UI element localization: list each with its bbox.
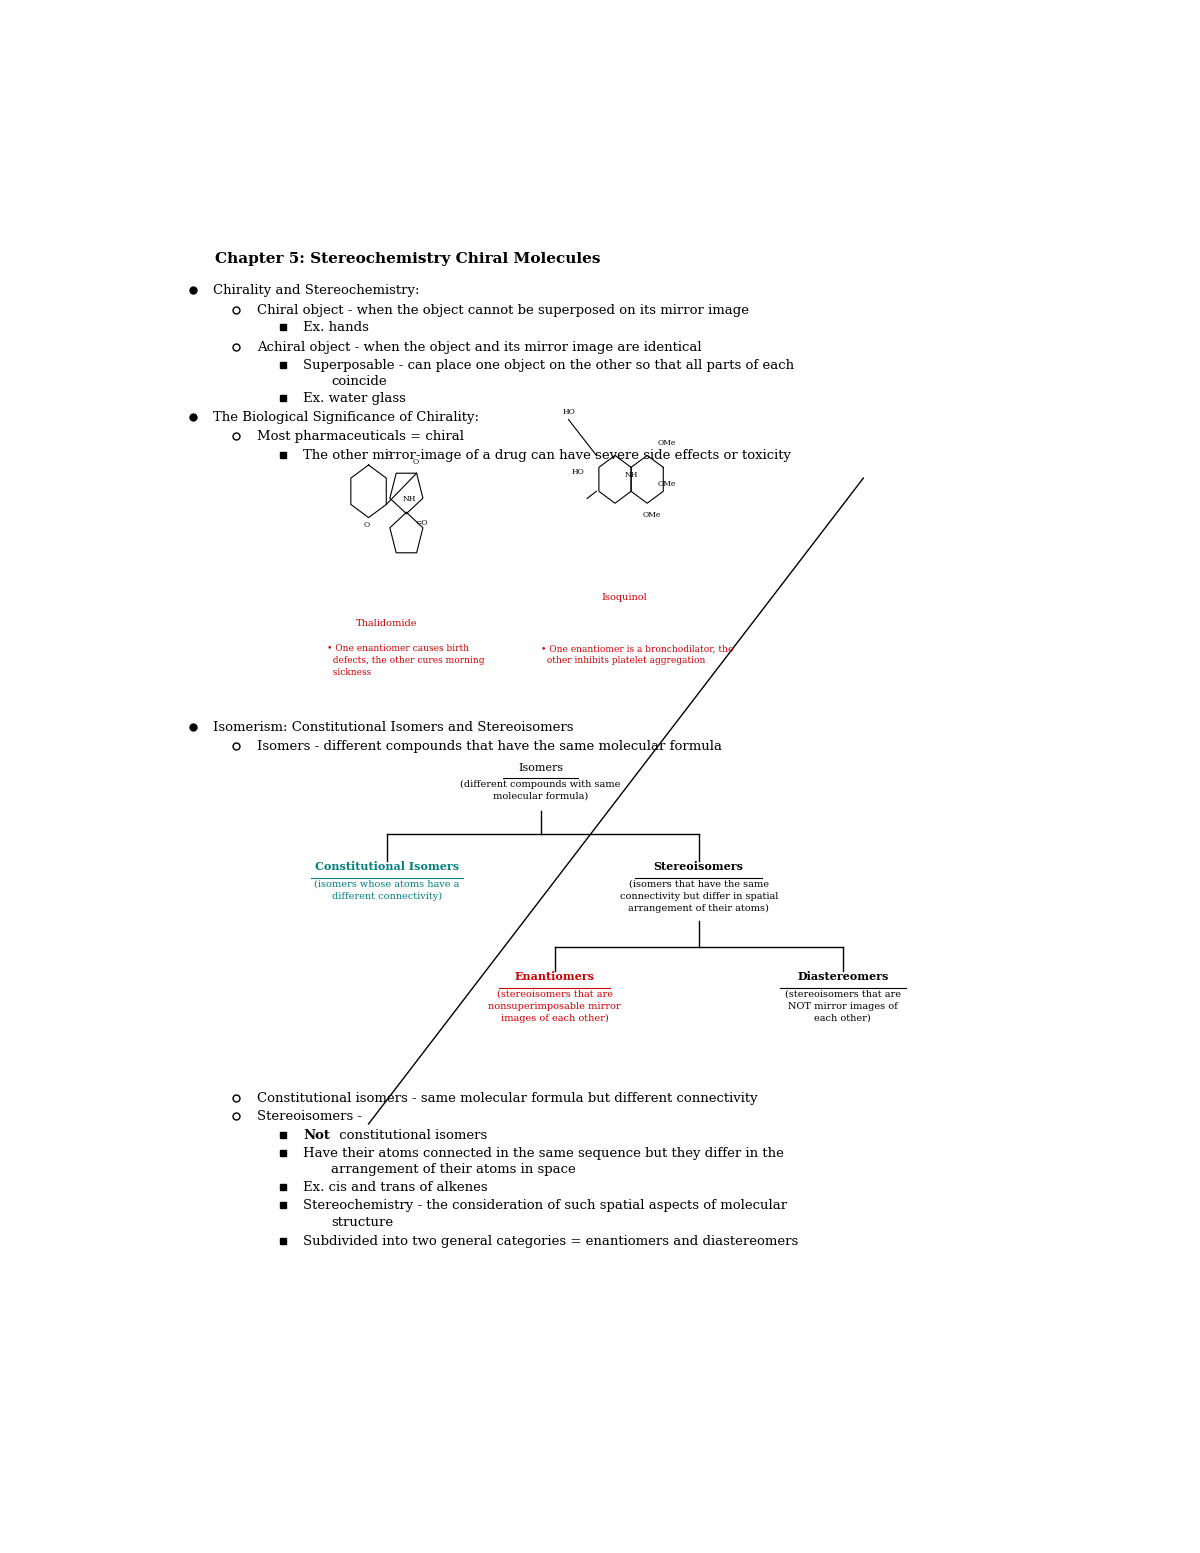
Text: Chirality and Stereochemistry:: Chirality and Stereochemistry: xyxy=(214,284,420,298)
Text: arrangement of their atoms in space: arrangement of their atoms in space xyxy=(331,1163,576,1176)
Text: each other): each other) xyxy=(815,1014,871,1023)
Text: O: O xyxy=(364,522,370,530)
Text: Stereoisomers: Stereoisomers xyxy=(654,860,744,871)
Text: OMe: OMe xyxy=(643,511,661,519)
Text: Ex. cis and trans of alkenes: Ex. cis and trans of alkenes xyxy=(304,1182,488,1194)
Text: Isoquinol: Isoquinol xyxy=(601,593,647,603)
Text: • One enantiomer causes birth: • One enantiomer causes birth xyxy=(326,644,469,654)
Text: (stereoisomers that are: (stereoisomers that are xyxy=(785,989,901,999)
Text: Most pharmaceuticals = chiral: Most pharmaceuticals = chiral xyxy=(257,430,464,443)
Text: Constitutional Isomers: Constitutional Isomers xyxy=(316,860,460,871)
Text: (isomers that have the same: (isomers that have the same xyxy=(629,881,769,888)
Text: OMe: OMe xyxy=(658,480,677,488)
Text: Chiral object - when the object cannot be superposed on its mirror image: Chiral object - when the object cannot b… xyxy=(257,303,749,317)
Text: O: O xyxy=(413,458,419,466)
Text: Subdivided into two general categories = enantiomers and diastereomers: Subdivided into two general categories =… xyxy=(304,1235,799,1249)
Text: defects, the other cures morning: defects, the other cures morning xyxy=(326,657,485,665)
Text: structure: structure xyxy=(331,1216,394,1228)
Text: coincide: coincide xyxy=(331,376,386,388)
Text: other inhibits platelet aggregation: other inhibits platelet aggregation xyxy=(540,657,704,665)
Text: Isomers: Isomers xyxy=(518,763,563,773)
Text: constitutional isomers: constitutional isomers xyxy=(335,1129,487,1141)
Text: (stereoisomers that are: (stereoisomers that are xyxy=(497,989,612,999)
Text: The other mirror-image of a drug can have severe side effects or toxicity: The other mirror-image of a drug can hav… xyxy=(304,449,792,463)
Text: HO: HO xyxy=(562,408,575,416)
Text: NOT mirror images of: NOT mirror images of xyxy=(788,1002,898,1011)
Text: Not: Not xyxy=(304,1129,330,1141)
Text: molecular formula): molecular formula) xyxy=(493,792,588,800)
Text: The Biological Significance of Chirality:: The Biological Significance of Chirality… xyxy=(214,412,479,424)
Text: Have their atoms connected in the same sequence but they differ in the: Have their atoms connected in the same s… xyxy=(304,1146,785,1160)
Text: Ex. hands: Ex. hands xyxy=(304,321,370,334)
Text: images of each other): images of each other) xyxy=(500,1014,608,1023)
Text: Stereoisomers -: Stereoisomers - xyxy=(257,1109,362,1123)
Text: arrangement of their atoms): arrangement of their atoms) xyxy=(629,904,769,913)
Text: =O: =O xyxy=(415,519,428,526)
Text: O: O xyxy=(386,450,392,458)
Text: Ex. water glass: Ex. water glass xyxy=(304,391,407,405)
Text: Enantiomers: Enantiomers xyxy=(515,971,594,981)
Text: Superposable - can place one object on the other so that all parts of each: Superposable - can place one object on t… xyxy=(304,359,794,371)
Text: (different compounds with same: (different compounds with same xyxy=(461,780,620,789)
Text: connectivity but differ in spatial: connectivity but differ in spatial xyxy=(619,891,778,901)
Text: Chapter 5: Stereochemistry Chiral Molecules: Chapter 5: Stereochemistry Chiral Molecu… xyxy=(215,252,601,266)
Text: (isomers whose atoms have a: (isomers whose atoms have a xyxy=(314,881,460,888)
Text: Thalidomide: Thalidomide xyxy=(356,620,418,629)
Text: Constitutional isomers - same molecular formula but different connectivity: Constitutional isomers - same molecular … xyxy=(257,1092,757,1104)
Text: Isomerism: Constitutional Isomers and Stereoisomers: Isomerism: Constitutional Isomers and St… xyxy=(214,721,574,735)
Text: Achiral object - when the object and its mirror image are identical: Achiral object - when the object and its… xyxy=(257,340,702,354)
Text: NH: NH xyxy=(625,471,638,478)
Text: HO: HO xyxy=(571,467,584,477)
Text: OMe: OMe xyxy=(658,439,677,447)
Text: different connectivity): different connectivity) xyxy=(332,891,443,901)
Text: NH: NH xyxy=(403,495,416,503)
Text: Diastereomers: Diastereomers xyxy=(797,971,888,981)
Text: Isomers - different compounds that have the same molecular formula: Isomers - different compounds that have … xyxy=(257,741,722,753)
Text: nonsuperimposable mirror: nonsuperimposable mirror xyxy=(488,1002,620,1011)
Text: Stereochemistry - the consideration of such spatial aspects of molecular: Stereochemistry - the consideration of s… xyxy=(304,1199,787,1213)
Text: • One enantiomer is a bronchodilator, the: • One enantiomer is a bronchodilator, th… xyxy=(540,644,733,654)
Text: sickness: sickness xyxy=(326,668,371,677)
